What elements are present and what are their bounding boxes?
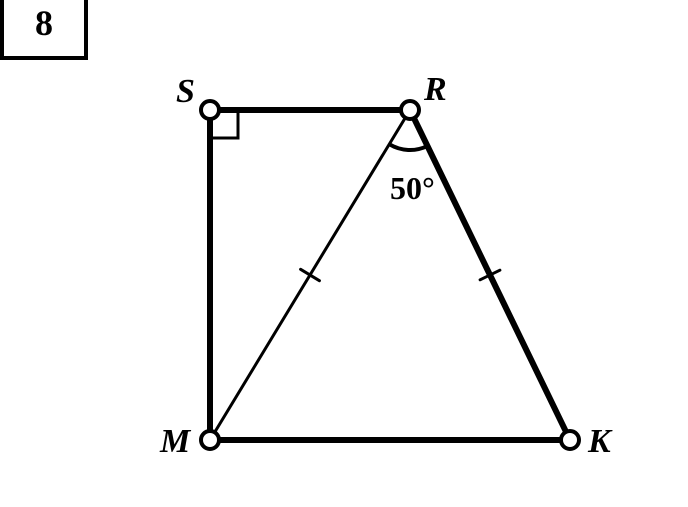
label-R: R bbox=[424, 71, 447, 109]
label-K: K bbox=[588, 423, 611, 461]
tick-mark-0 bbox=[301, 269, 320, 280]
vertex-R bbox=[401, 101, 419, 119]
vertex-M bbox=[201, 431, 219, 449]
geometry-diagram: S R M K 50° bbox=[150, 70, 620, 490]
angle-arc bbox=[389, 144, 427, 150]
label-S: S bbox=[176, 73, 195, 111]
diagram-svg bbox=[150, 70, 620, 490]
problem-number-text: 8 bbox=[35, 2, 53, 44]
angle-label: 50° bbox=[390, 170, 435, 207]
problem-number-box: 8 bbox=[0, 0, 88, 60]
label-M: M bbox=[160, 423, 190, 461]
vertex-S bbox=[201, 101, 219, 119]
vertex-K bbox=[561, 431, 579, 449]
